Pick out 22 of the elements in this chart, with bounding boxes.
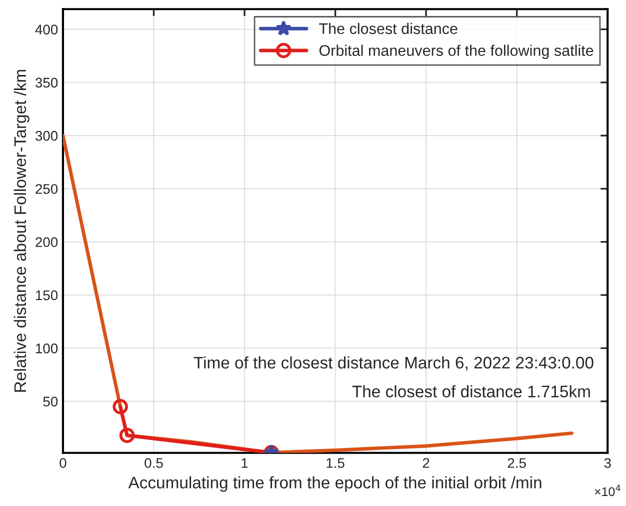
y-tick-label: 200	[36, 237, 58, 248]
y-tick-label: 400	[35, 24, 58, 34]
x-tick-label: 0.5	[144, 458, 163, 468]
annotation: The closest of distance 1.715km	[352, 385, 590, 398]
y-tick-label: 50	[43, 396, 58, 406]
y-tick-label: 100	[36, 344, 58, 354]
x-tick-label: 1.5	[326, 458, 344, 468]
text: ×10$^{4}$	[594, 484, 620, 496]
x-tick-label: 2	[422, 458, 430, 468]
y-tick-label: 250	[36, 184, 58, 194]
y-tick-label: 150	[36, 290, 58, 300]
x-tick-label: 1	[242, 458, 248, 468]
x-tick-label: 0	[60, 458, 66, 468]
y-tick-label: 350	[35, 78, 58, 88]
y-axis-title: Relative distance about Follower-Target /km	[14, 70, 30, 392]
legend-label: The closest distance	[319, 22, 458, 34]
x-tick-label: 3	[604, 458, 611, 468]
annotation: Time of the closest distance March 6, 2022 23:43:0.00	[194, 356, 594, 371]
y-tick-label: 300	[35, 130, 58, 141]
x-axis-title: Accumulating time from the epoch of the initial orbit /min	[128, 476, 542, 492]
legend-label: Orbital maneuvers of the following satlite	[319, 44, 594, 59]
x-tick-label: 2.5	[508, 458, 526, 468]
